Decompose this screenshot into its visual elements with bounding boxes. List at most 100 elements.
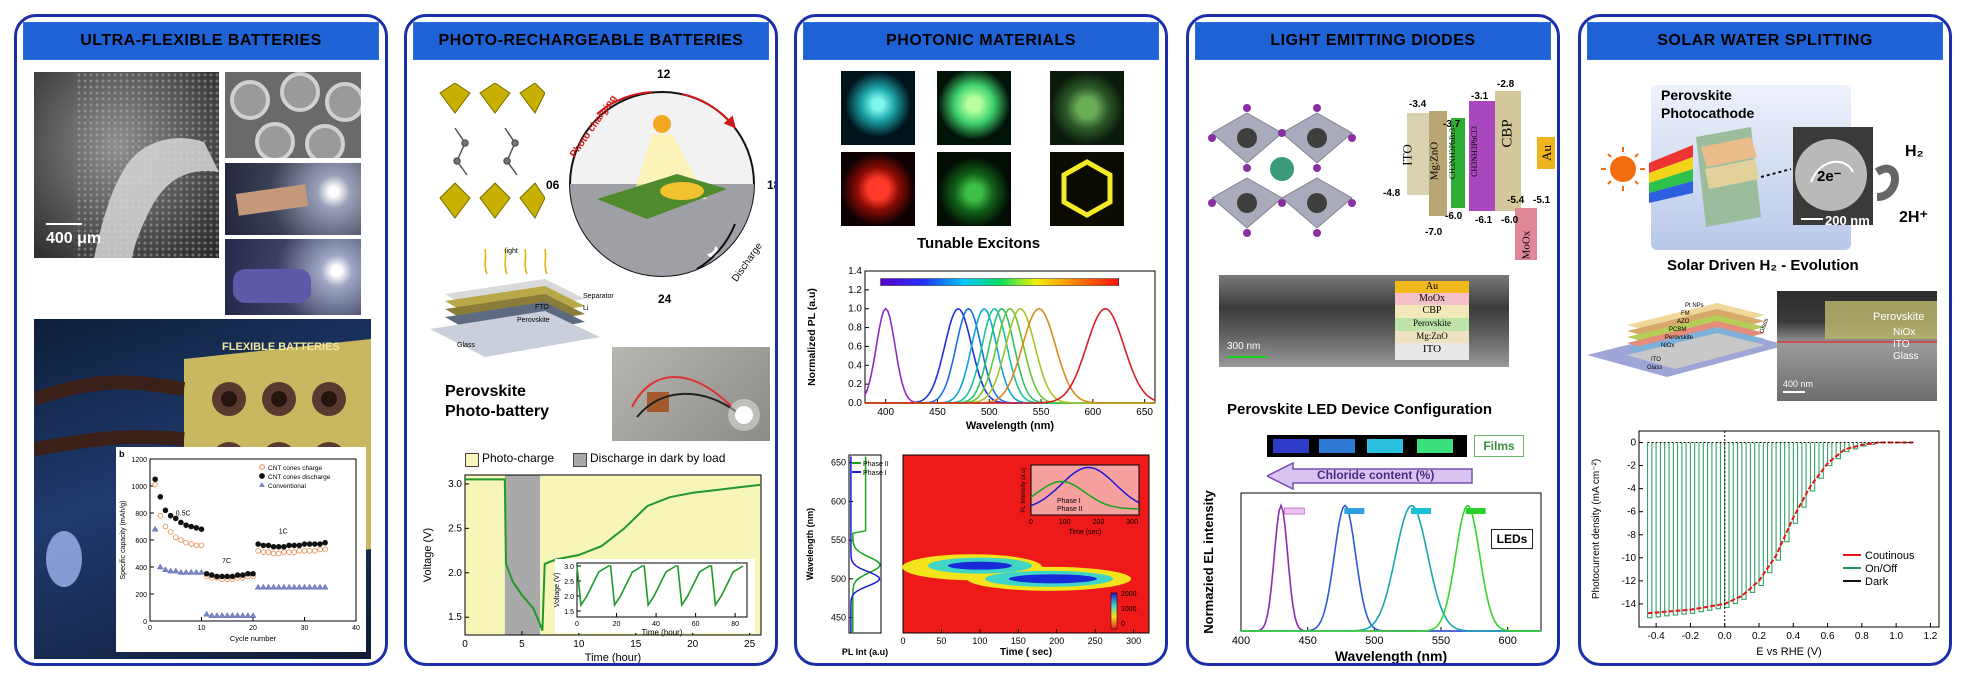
x-tick-label: 0.6 [1821, 631, 1835, 642]
panel-title: LIGHT EMITTING DIODES [1195, 22, 1551, 60]
y-axis-label: Normazied EL intensity [1201, 489, 1216, 633]
y-tick-label: 1200 [131, 457, 147, 464]
x-axis-label: Wavelength (nm) [1335, 648, 1447, 664]
perovskite-lattice [1208, 104, 1356, 237]
data-point-charge [265, 549, 272, 555]
pl-spectrum-line [865, 308, 1155, 404]
x-tick-label: 150 [1011, 636, 1026, 646]
x-tick-label: 25 [744, 639, 756, 650]
data-point-conventional [234, 612, 241, 618]
sem-scale-bar: 300 nm [1227, 341, 1261, 352]
data-point-charge [183, 539, 189, 546]
data-point-charge [275, 550, 282, 557]
data-point-discharge [219, 573, 225, 580]
inset-x-tick-label: 0 [1029, 519, 1033, 526]
panel-title: ULTRA-FLEXIBLE BATTERIES [23, 22, 379, 60]
tunable-excitons-title: Tunable Excitons [917, 235, 1041, 252]
data-point-conventional [316, 583, 324, 590]
x-tick-label: 250 [1088, 636, 1103, 646]
device-stack: Au MoOx CBP Perovskite Mg:ZnO ITO [1395, 281, 1469, 360]
legend-photo-charge [465, 453, 479, 467]
data-point-conventional [228, 612, 236, 618]
inset-x-axis-label: Time (hour) [641, 628, 682, 637]
data-point-discharge [255, 541, 261, 547]
y-tick-label: 3.0 [448, 479, 462, 490]
data-point-discharge [193, 525, 200, 531]
inset-phase-i-line [1030, 466, 1140, 507]
x-tick-label: 450 [929, 407, 946, 418]
y-tick-label: 1.4 [848, 266, 862, 277]
x-tick-label: 550 [1033, 407, 1050, 418]
data-point-discharge [239, 572, 246, 578]
data-point-charge [157, 512, 164, 519]
x-tick-label: 10 [198, 625, 206, 632]
led-caption: Perovskite LED Device Configuration [1227, 401, 1493, 418]
energy-label-1: -3.4 [1409, 99, 1427, 110]
onoff-series-line [1647, 442, 1909, 619]
data-point-discharge [162, 507, 169, 514]
y-tick-label: 2.0 [448, 568, 462, 579]
photocathode-label-1: Perovskite [1661, 87, 1732, 103]
stack-perovskite: Perovskite [1665, 335, 1694, 341]
data-point-discharge [296, 542, 303, 549]
y-tick-label: 2.5 [564, 579, 574, 586]
colorbar [1110, 592, 1118, 630]
x-tick-label: 40 [352, 625, 360, 632]
el-spectra-chart-svg: 400 450 500 550 600 Wavelength (nm) Normazied … [1201, 489, 1542, 664]
y-tick-label: 0 [1630, 438, 1636, 449]
x-tick-label: 600 [1085, 407, 1102, 418]
photo-battery-caption-2: Photo-battery [445, 403, 549, 420]
data-point-discharge [167, 512, 174, 519]
data-point-discharge [275, 543, 282, 550]
x-tick-label: 650 [1136, 407, 1153, 418]
inset-legend-label: Phase I [1057, 498, 1081, 505]
layer-label-cbp: CBP [1499, 119, 1516, 148]
panel-title: SOLAR WATER SPLITTING [1587, 22, 1943, 60]
data-point-charge [167, 529, 174, 535]
x-tick-label: 60 [692, 621, 700, 628]
y-tick-label: 600 [831, 496, 846, 506]
legend-label: Dark [1865, 576, 1889, 588]
colorbar-tick-label: 0 [1121, 621, 1125, 628]
data-point-discharge [306, 541, 313, 547]
crystal-photo-hexagon [1050, 71, 1124, 145]
poster-title: FLEXIBLE BATTERIES [222, 341, 340, 353]
data-point-charge [260, 549, 267, 555]
y-tick-label: -12 [1622, 576, 1637, 587]
data-point-charge [296, 548, 303, 554]
data-point-conventional [208, 612, 216, 618]
data-point-conventional [182, 568, 190, 575]
data-point-charge [301, 548, 308, 554]
x-tick-label: 15 [630, 639, 642, 650]
el-spectrum-line [1241, 504, 1541, 632]
layer-label-ito: ITO [1399, 144, 1415, 166]
x-tick-label: 0 [575, 621, 579, 628]
data-point-discharge [286, 542, 292, 549]
energy-label-5: -4.8 [1383, 188, 1401, 199]
data-point-discharge [152, 476, 158, 483]
data-point-discharge [157, 493, 164, 500]
data-point-conventional [321, 583, 329, 590]
legend-label: Phase II [863, 461, 889, 468]
inset-phase-ii-line [1030, 480, 1140, 510]
phase-i-line [850, 456, 881, 633]
water-splitting-illustration [1601, 127, 1899, 227]
y-tick-label: 0.6 [848, 341, 862, 352]
energy-label-11: -5.1 [1533, 195, 1551, 206]
data-point-discharge [312, 541, 318, 547]
data-point-charge [291, 549, 298, 555]
data-point-conventional [301, 583, 308, 590]
inset-y-axis-label: PL Intensity (a.u) [1021, 467, 1027, 512]
data-point-discharge [270, 543, 277, 550]
y-tick-label: 1.5 [448, 612, 462, 623]
crystal-photo-cyan [841, 71, 915, 145]
inset-x-tick-label: 200 [1093, 519, 1105, 526]
y-tick-label: -6 [1627, 507, 1636, 518]
energy-label-9: -6.0 [1501, 215, 1519, 226]
fiber-illustration [46, 72, 219, 258]
y-tick-label: 2.5 [448, 523, 462, 534]
data-point-discharge [265, 542, 272, 549]
leds-label: LEDs [1496, 532, 1528, 546]
plot-frame [848, 454, 882, 634]
